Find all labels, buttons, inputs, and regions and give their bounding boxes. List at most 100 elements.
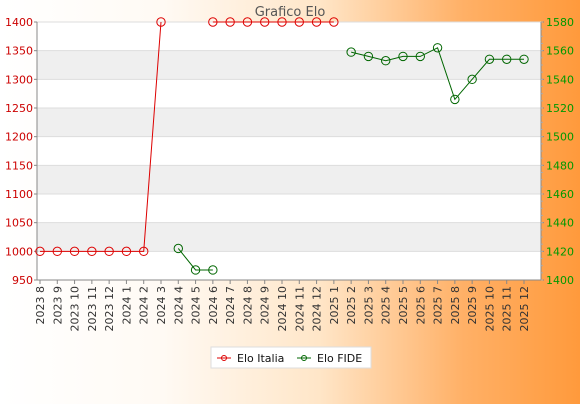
series-group bbox=[35, 17, 529, 275]
x-tick-label: 2025 12 bbox=[518, 286, 531, 332]
data-point bbox=[242, 17, 253, 27]
x-tick-label: 2024 5 bbox=[190, 286, 203, 325]
data-point bbox=[363, 51, 374, 62]
data-point bbox=[121, 246, 132, 257]
x-tick-label: 2025 11 bbox=[501, 286, 514, 332]
data-point bbox=[415, 51, 425, 62]
data-point bbox=[467, 74, 477, 85]
x-tick-label: 2023 8 bbox=[34, 286, 47, 325]
data-point bbox=[87, 246, 97, 257]
legend-marker bbox=[221, 355, 227, 361]
series-line bbox=[177, 248, 213, 271]
right-tick-label: 1460 bbox=[546, 188, 574, 201]
x-tick-label: 2025 5 bbox=[397, 286, 410, 325]
x-tick-label: 2024 6 bbox=[207, 286, 220, 325]
data-point bbox=[484, 54, 495, 64]
chart-title: Grafico Elo bbox=[255, 5, 326, 20]
x-tick-label: 2025 1 bbox=[328, 286, 341, 325]
right-tick-label: 1540 bbox=[546, 73, 574, 86]
data-point bbox=[69, 246, 80, 257]
data-point bbox=[190, 265, 201, 275]
data-point bbox=[35, 246, 45, 257]
series-elo-fide bbox=[173, 43, 529, 275]
left-tick-label: 1100 bbox=[5, 188, 33, 201]
x-tick-label: 2023 11 bbox=[86, 286, 99, 332]
legend-label: Elo FIDE bbox=[317, 352, 362, 365]
data-point bbox=[450, 94, 460, 105]
data-point bbox=[260, 17, 270, 27]
plot-bands bbox=[37, 50, 541, 252]
left-axis-ticks: 950 1000 1050 1100 1150 1200 1250 1300 1350 1400 bbox=[5, 16, 37, 287]
x-tick-label: 2025 7 bbox=[432, 286, 445, 325]
left-tick-label: 950 bbox=[12, 274, 33, 287]
data-point bbox=[277, 17, 287, 27]
x-tick-label: 2024 2 bbox=[138, 286, 151, 325]
data-point bbox=[432, 43, 443, 53]
data-point bbox=[173, 243, 183, 254]
x-tick-label: 2024 9 bbox=[259, 286, 272, 325]
x-tick-label: 2025 8 bbox=[449, 286, 462, 325]
plot-band bbox=[37, 108, 541, 137]
data-point bbox=[398, 51, 408, 62]
left-tick-label: 1250 bbox=[5, 102, 33, 115]
x-tick-label: 2024 10 bbox=[276, 286, 289, 332]
left-tick-label: 1000 bbox=[5, 245, 33, 258]
data-point bbox=[104, 246, 114, 257]
data-point bbox=[52, 246, 62, 257]
x-tick-label: 2025 3 bbox=[362, 286, 375, 325]
x-tick-label: 2025 9 bbox=[466, 286, 479, 325]
data-point bbox=[225, 17, 235, 27]
legend-label: Elo Italia bbox=[237, 352, 284, 365]
right-tick-label: 1500 bbox=[546, 131, 574, 144]
series-line bbox=[351, 47, 524, 101]
plot-band bbox=[37, 222, 541, 252]
data-point bbox=[346, 47, 356, 57]
x-tick-label: 2025 6 bbox=[414, 286, 427, 325]
right-tick-label: 1480 bbox=[546, 159, 574, 172]
data-point bbox=[294, 17, 304, 27]
x-tick-label: 2024 7 bbox=[224, 286, 237, 325]
legend-box bbox=[210, 346, 372, 369]
data-point bbox=[156, 17, 166, 27]
x-tick-label: 2024 8 bbox=[241, 286, 254, 325]
right-tick-label: 1560 bbox=[546, 45, 574, 58]
data-point bbox=[208, 17, 218, 27]
data-point bbox=[311, 17, 322, 27]
series-line bbox=[40, 21, 162, 252]
right-tick-label: 1420 bbox=[546, 245, 574, 258]
left-tick-label: 1300 bbox=[5, 73, 33, 86]
data-point bbox=[519, 54, 529, 64]
data-point bbox=[139, 246, 149, 257]
data-point bbox=[381, 56, 391, 66]
data-point bbox=[329, 17, 339, 27]
x-tick-label: 2025 4 bbox=[380, 286, 393, 325]
left-tick-label: 1200 bbox=[5, 131, 33, 144]
left-tick-label: 1150 bbox=[5, 159, 33, 172]
x-tick-label: 2024 1 bbox=[120, 286, 133, 325]
right-tick-label: 1400 bbox=[546, 274, 574, 287]
x-tick-label: 2023 12 bbox=[103, 286, 116, 332]
right-tick-label: 1440 bbox=[546, 217, 574, 230]
x-tick-label: 2024 11 bbox=[293, 286, 306, 332]
right-axis-ticks: 1400 1420 1440 1460 1480 1500 1520 1540 1560 1580 bbox=[541, 16, 574, 287]
data-point bbox=[208, 265, 218, 275]
data-point bbox=[502, 54, 512, 64]
left-tick-label: 1400 bbox=[5, 16, 33, 29]
x-tick-label: 2025 10 bbox=[483, 286, 496, 332]
x-tick-label: 2023 9 bbox=[51, 286, 64, 325]
series-elo-italia bbox=[35, 17, 339, 257]
plot-band bbox=[37, 165, 541, 194]
right-tick-label: 1520 bbox=[546, 102, 574, 115]
x-tick-label: 2025 2 bbox=[345, 286, 358, 325]
right-tick-label: 1580 bbox=[546, 16, 574, 29]
x-tick-label: 2023 10 bbox=[69, 286, 82, 332]
left-tick-label: 1350 bbox=[5, 45, 33, 58]
x-tick-label: 2024 3 bbox=[155, 286, 168, 325]
left-tick-label: 1050 bbox=[5, 217, 33, 230]
x-tick-label: 2024 4 bbox=[172, 286, 185, 325]
x-tick-label: 2024 12 bbox=[311, 286, 324, 332]
plot-band bbox=[37, 50, 541, 80]
